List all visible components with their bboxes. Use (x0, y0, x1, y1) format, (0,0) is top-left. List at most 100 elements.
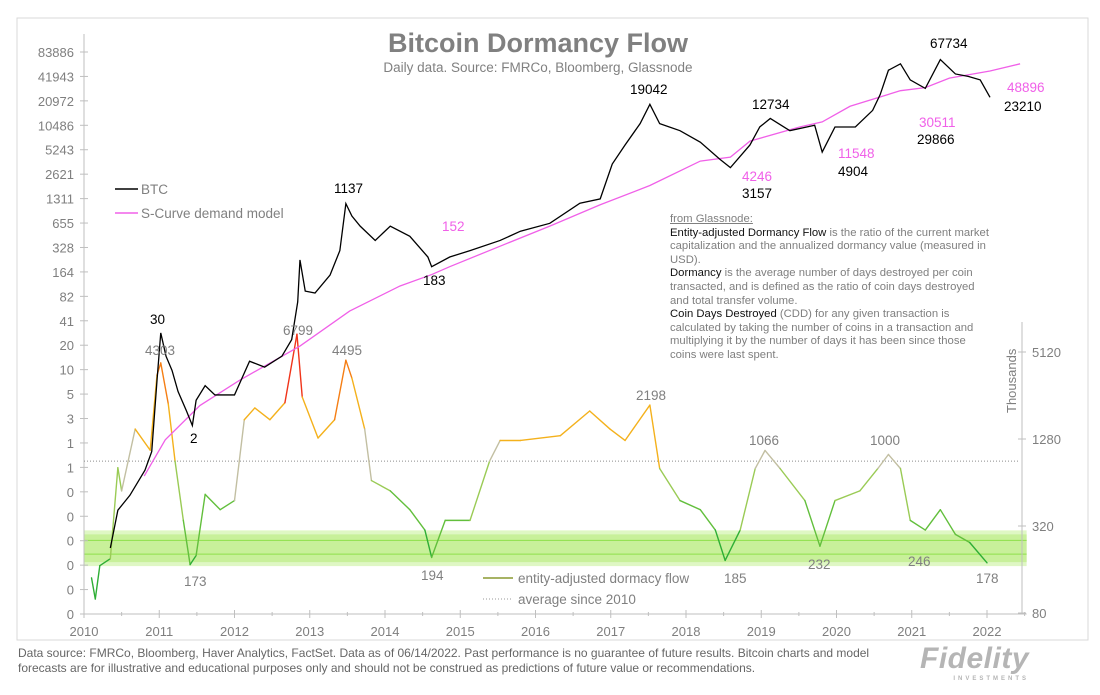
left-tick-label: 41943 (38, 69, 74, 84)
btc-label-1137: 1137 (334, 181, 363, 196)
btc-label-30: 30 (150, 312, 165, 327)
right-axis-label: Thousands (1004, 348, 1019, 413)
dormancy-flow-segment (317, 419, 336, 439)
left-tick-label: 1311 (46, 192, 74, 207)
dormancy-flow-segment (174, 460, 185, 522)
model-label-30511: 30511 (919, 115, 956, 130)
x-tick-label: 2016 (521, 624, 550, 639)
dormancy-flow-segment (764, 449, 781, 470)
dormancy-flow-segment (167, 403, 176, 462)
left-tick-label: 1 (67, 436, 74, 451)
model-label-11548: 11548 (838, 146, 875, 161)
left-tick-label: 0 (67, 558, 74, 573)
model-label-48896: 48896 (1007, 80, 1045, 95)
right-tick-label: 320 (1032, 519, 1054, 534)
dormancy-flow-segment (724, 529, 741, 562)
btc-label-4904: 4904 (838, 164, 869, 179)
dormancy-flow-segment (409, 508, 426, 531)
dormancy-flow-segment (254, 407, 271, 421)
dormancy-flow-segment (819, 499, 836, 547)
btc-label-12734: 12734 (752, 97, 790, 112)
note-heading: from Glassnode: (670, 213, 753, 225)
dormancy-flow-segment (99, 558, 112, 567)
dormancy-flow-segment (899, 467, 911, 522)
dormancy-flow-segment (363, 428, 373, 482)
dormancy-flow-segment (887, 453, 902, 470)
btc-label-29866: 29866 (917, 132, 955, 147)
dormancy-flow-segment (296, 333, 303, 398)
dormancy-flow-segment (430, 519, 446, 559)
green-band-inner (84, 534, 1027, 563)
left-tick-label: 0 (67, 509, 74, 524)
dormancy-flow-segment (519, 434, 562, 442)
dormancy-label-4495: 4495 (332, 343, 362, 358)
left-tick-label: 0 (67, 607, 74, 622)
dormancy-flow-segment (609, 428, 626, 442)
dormancy-flow-segment (754, 449, 766, 470)
annotations-btc: 30 2 1137 183 19042 3157 12734 4904 6773… (150, 36, 1042, 446)
legend-dormancy-label: entity-adjusted dormacy flow (518, 571, 689, 586)
x-tick-label: 2019 (747, 624, 776, 639)
legend-bottom: entity-adjusted dormacy flow average sin… (483, 571, 689, 607)
footer-disclaimer: Data source: FMRCo, Bloomberg, Haver Ana… (18, 646, 870, 675)
dormancy-flow-segment (94, 564, 101, 600)
left-tick-label: 20 (60, 338, 74, 353)
x-tick-label: 2012 (220, 624, 249, 639)
x-tick-label: 2015 (446, 624, 475, 639)
btc-label-23210: 23210 (1004, 99, 1042, 114)
dormancy-flow-segment (939, 508, 957, 536)
dormancy-flow-segment (160, 362, 169, 405)
dormancy-flow-segment (859, 467, 879, 492)
series-lines (84, 58, 1021, 600)
left-tick-label: 5243 (45, 143, 74, 158)
left-tick-label: 82 (60, 289, 74, 304)
btc-label-3157: 3157 (742, 186, 772, 201)
dormancy-flow-segment (189, 554, 197, 566)
axes: 8388641943209721048652432621131165532816… (38, 34, 1061, 639)
note-text-dormancy: is the average number of days destroyed … (670, 267, 975, 307)
x-tick-label: 2021 (897, 624, 926, 639)
left-tick-label: 83886 (38, 45, 74, 60)
right-tick-label: 1280 (1032, 432, 1061, 447)
dormancy-label-246: 246 (908, 554, 931, 569)
dormancy-label-194: 194 (421, 568, 444, 583)
btc-label-2: 2 (190, 431, 198, 446)
dormancy-flow-segment (834, 490, 861, 502)
left-tick-label: 3 (67, 412, 74, 427)
dormancy-label-178: 178 (976, 571, 999, 586)
dormancy-flow-segment (649, 404, 661, 470)
right-tick-label: 80 (1032, 606, 1046, 621)
btc-label-67734: 67734 (930, 36, 968, 51)
x-tick-label: 2017 (596, 624, 625, 639)
btc-label-183: 183 (423, 273, 446, 288)
dormancy-flow-segment (779, 467, 806, 502)
x-tick-label: 2020 (822, 624, 851, 639)
dormancy-label-185: 185 (724, 571, 747, 586)
dormancy-flow-segment (804, 499, 821, 547)
btc-label-19042: 19042 (630, 82, 668, 97)
left-tick-label: 655 (52, 216, 74, 231)
logo-name: Fidelity (920, 642, 1030, 675)
dormancy-flow-segment (117, 467, 123, 492)
left-tick-label: 5 (67, 387, 74, 402)
left-tick-label: 2621 (45, 167, 74, 182)
dormancy-flow-segment (968, 541, 988, 564)
left-tick-label: 0 (67, 534, 74, 549)
left-tick-label: 20972 (38, 94, 74, 109)
annotations-dormancy: 4303 6799 4495 2198 1066 1000 173 194 18… (145, 323, 999, 589)
legend-average-label: average since 2010 (518, 592, 636, 607)
dormancy-flow-segment (333, 359, 347, 421)
dormancy-flow-segment (182, 519, 191, 566)
x-tick-label: 2011 (145, 624, 173, 639)
dormancy-label-1000: 1000 (870, 433, 900, 448)
left-tick-label: 0 (67, 485, 74, 500)
dormancy-label-2198: 2198 (636, 388, 666, 403)
annotations-model: 152 4246 11548 30511 48896 (442, 80, 1045, 234)
dormancy-flow-segment (120, 428, 136, 492)
note-term-dormancy-flow: Entity-adjusted Dormancy Flow (670, 226, 827, 239)
dormancy-flow-segment (134, 428, 151, 451)
dormancy-flow-segment (714, 529, 726, 562)
left-tick-label: 164 (52, 265, 74, 280)
dormancy-label-1066: 1066 (749, 433, 779, 448)
